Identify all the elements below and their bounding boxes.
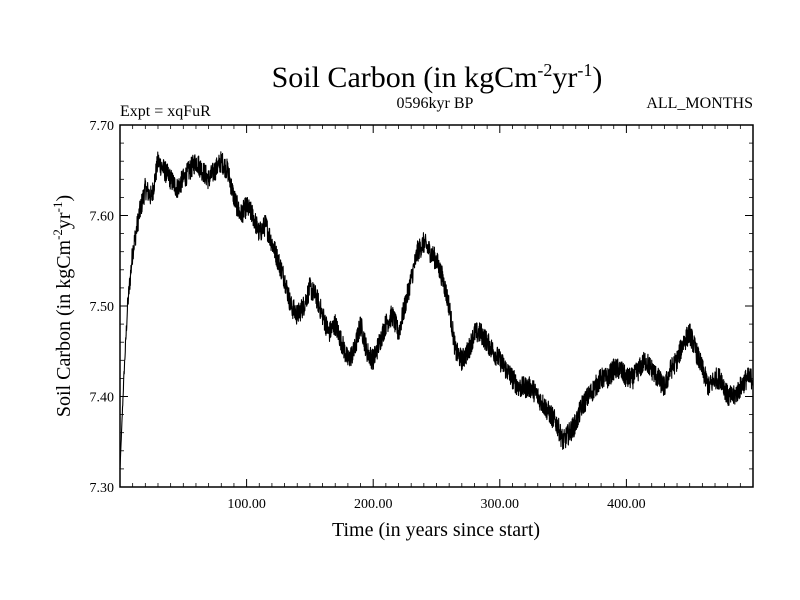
series-line-soil-carbon (119, 151, 754, 469)
y-axis-label-mid: yr (53, 212, 75, 229)
chart-title-main: Soil Carbon (in kgCm (272, 61, 538, 94)
y-axis-label-end: ) (53, 195, 75, 202)
axis-ticks (120, 124, 753, 488)
period-label: 0596kyr BP (397, 95, 474, 112)
y-tick-label: 7.40 (90, 391, 115, 406)
months-label: ALL_MONTHS (646, 95, 753, 112)
y-tick-label: 7.70 (90, 119, 115, 134)
chart-title: Soil Carbon (in kgCm-2yr-1) (272, 60, 603, 94)
chart-title-end: ) (592, 61, 602, 94)
chart-title-exp1: -2 (537, 60, 552, 80)
expt-label: Expt = xqFuR (120, 103, 211, 120)
x-tick-label: 100.00 (227, 497, 266, 512)
y-axis-label-main: Soil Carbon (in kgCm (53, 239, 75, 417)
y-tick-label: 7.50 (90, 300, 115, 315)
x-axis-label: Time (in years since start) (332, 519, 540, 541)
y-axis-label-exp1: -2 (50, 229, 65, 240)
y-tick-label: 7.60 (90, 210, 115, 225)
y-tick-label: 7.30 (90, 481, 115, 496)
x-tick-label: 400.00 (607, 497, 646, 512)
y-tick-labels: 7.30 7.40 7.50 7.60 7.70 (90, 119, 115, 496)
y-axis-label: Soil Carbon (in kgCm-2yr-1) (50, 195, 75, 417)
x-tick-label: 200.00 (354, 497, 393, 512)
x-tick-labels: 100.00 200.00 300.00 400.00 (227, 497, 645, 512)
x-tick-label: 300.00 (481, 497, 520, 512)
chart-title-mid: yr (552, 61, 577, 94)
chart-title-exp2: -1 (577, 60, 592, 80)
y-axis-label-exp2: -1 (50, 202, 65, 213)
